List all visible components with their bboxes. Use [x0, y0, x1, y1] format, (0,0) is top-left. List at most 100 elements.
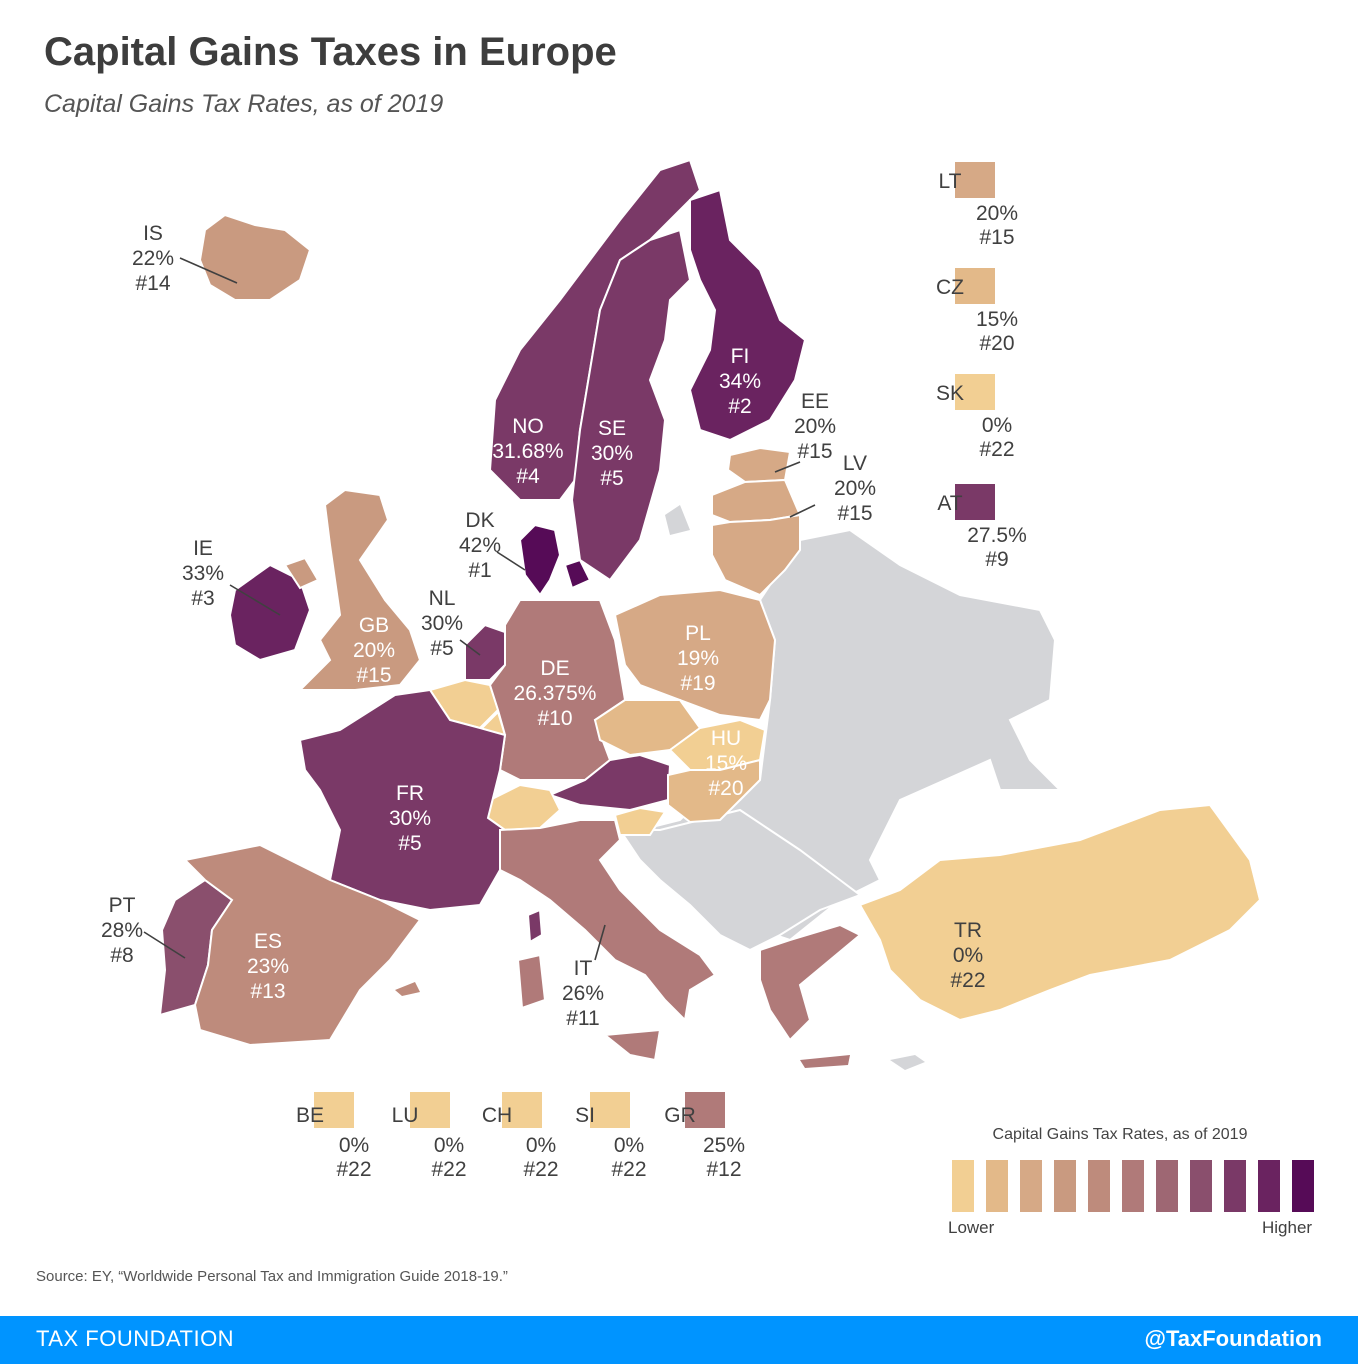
scale-legend-swatch	[1020, 1160, 1042, 1212]
map-label-code-PT: PT	[109, 894, 136, 917]
island-sardinia	[516, 953, 547, 1010]
bottom-legend-code-SI: SI	[575, 1104, 595, 1127]
country-shape-IS	[198, 213, 312, 301]
scale-legend-swatch	[1122, 1160, 1144, 1212]
leader-line-PT	[143, 931, 186, 959]
island-corsica	[526, 908, 544, 944]
map-label-rate-HU: 15%	[705, 752, 747, 775]
map-label-rank-DE: #10	[537, 707, 572, 730]
country-shape-AT	[547, 753, 672, 812]
bottom-legend-rank-SI: #22	[611, 1158, 646, 1181]
scale-legend-swatch	[1224, 1160, 1246, 1212]
bottom-legend-code-GR: GR	[664, 1104, 696, 1127]
map-label-rank-FR: #5	[398, 832, 421, 855]
map-label-rate-IE: 33%	[182, 562, 224, 585]
side-legend-swatch-LT	[955, 162, 995, 198]
country-shape-IT	[499, 819, 717, 1023]
bottom-legend-rank-LU: #22	[431, 1158, 466, 1181]
map-label-rate-GB: 20%	[353, 639, 395, 662]
bottom-legend-code-LU: LU	[392, 1104, 419, 1127]
map-label-code-DE: DE	[540, 657, 569, 680]
scale-legend-swatches	[952, 1160, 1314, 1212]
side-legend-code-LT: LT	[939, 170, 962, 193]
country-shape-SE	[570, 228, 692, 582]
map-label-rate-IS: 22%	[132, 247, 174, 270]
map-label-rate-TR: 0%	[953, 944, 983, 967]
footer-bar: TAX FOUNDATION @TaxFoundation	[0, 1316, 1358, 1364]
country-shape-SI	[613, 806, 667, 836]
leader-line-IT	[594, 924, 606, 961]
side-legend-code-AT: AT	[937, 492, 962, 515]
side-legend-swatch-SK	[955, 374, 995, 410]
side-legend-swatch-AT	[955, 484, 995, 520]
map-label-code-DK: DK	[465, 509, 494, 532]
map-label-rate-PL: 19%	[677, 647, 719, 670]
map-label-rate-DK: 42%	[459, 534, 501, 557]
country-shape-HU	[667, 758, 761, 824]
leader-line-EE	[774, 461, 801, 473]
bottom-legend-swatch-GR	[685, 1092, 725, 1128]
side-legend-rate-LT: 20%	[976, 202, 1018, 225]
bottom-legend-rate-GR: 25%	[703, 1134, 745, 1157]
bottom-legend-rank-GR: #12	[706, 1158, 741, 1181]
map-label-rate-DE: 26.375%	[514, 682, 597, 705]
map-label-code-EE: EE	[801, 390, 829, 413]
map-label-rate-PT: 28%	[101, 919, 143, 942]
scale-legend-swatch	[1258, 1160, 1280, 1212]
leader-line-IE	[229, 584, 281, 616]
map-label-rank-ES: #13	[250, 980, 285, 1003]
map-label-rate-NO: 31.68%	[492, 440, 563, 463]
side-legend-rank-CZ: #20	[979, 332, 1014, 355]
side-legend-rate-CZ: 15%	[976, 308, 1018, 331]
bottom-legend-rate-BE: 0%	[339, 1134, 369, 1157]
chart-title: Capital Gains Taxes in Europe	[44, 30, 617, 74]
map-label-rank-NO: #4	[516, 465, 540, 488]
island-northern-ireland	[283, 556, 320, 590]
side-legend-rate-AT: 27.5%	[967, 524, 1027, 547]
map-label-rate-FI: 34%	[719, 370, 761, 393]
map-label-rank-PL: #19	[680, 672, 715, 695]
country-shape-IE	[228, 563, 312, 662]
map-label-rate-EE: 20%	[794, 415, 836, 438]
map-label-rate-IT: 26%	[562, 982, 604, 1005]
bottom-legend-rate-CH: 0%	[526, 1134, 556, 1157]
scale-legend-swatch	[1088, 1160, 1110, 1212]
map-label-rank-IE: #3	[191, 587, 214, 610]
map-label-code-SE: SE	[598, 417, 626, 440]
island-zealand	[563, 558, 592, 590]
country-shape-TR	[858, 803, 1262, 1022]
bottom-legend-rate-LU: 0%	[434, 1134, 464, 1157]
map-label-rank-IS: #14	[135, 272, 170, 295]
footer-brand[interactable]: TAX FOUNDATION	[36, 1326, 235, 1351]
map-label-rate-LV: 20%	[834, 477, 876, 500]
map-label-code-NO: NO	[512, 415, 544, 438]
country-shape-GB	[297, 488, 422, 691]
map-label-code-NL: NL	[429, 587, 456, 610]
bottom-legend-code-BE: BE	[296, 1104, 324, 1127]
leader-line-IS	[179, 257, 238, 284]
map-label-rank-DK: #1	[468, 559, 491, 582]
map-label-code-FR: FR	[396, 782, 424, 805]
country-shape-LT	[711, 513, 801, 597]
leader-lines	[143, 257, 816, 961]
island-balearic	[395, 982, 420, 996]
side-legend-swatch-CZ	[955, 268, 995, 304]
map-label-rank-IT: #11	[566, 1007, 599, 1030]
country-shape-PL	[613, 588, 777, 722]
map-label-rank-FI: #2	[728, 395, 751, 418]
footer-handle[interactable]: @TaxFoundation	[1144, 1326, 1322, 1351]
island-cyprus	[890, 1055, 925, 1070]
map-label-code-FI: FI	[731, 345, 750, 368]
leader-line-LV	[789, 504, 816, 518]
country-shape-DK	[518, 523, 562, 597]
country-shape-EE	[726, 446, 792, 484]
map-label-rank-LV: #15	[837, 502, 872, 525]
map-label-code-ES: ES	[254, 930, 282, 953]
map-label-code-IE: IE	[193, 537, 213, 560]
map-label-rank-SE: #5	[600, 467, 623, 490]
country-shape-ES	[182, 843, 422, 1047]
map-label-rate-FR: 30%	[389, 807, 431, 830]
island-sicily	[602, 1028, 662, 1062]
